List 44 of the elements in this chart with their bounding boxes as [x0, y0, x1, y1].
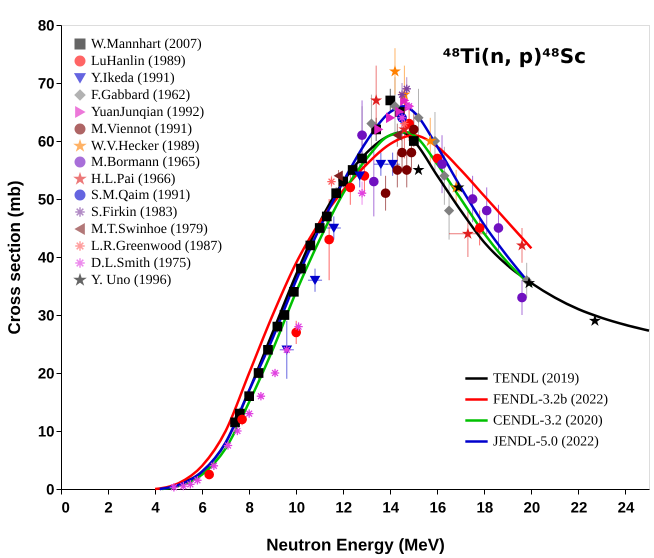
legend-label: H.L.Pai (1966) — [91, 172, 176, 187]
legend-label: S.M.Qaim (1991) — [91, 188, 190, 203]
x-tick-label: 10 — [288, 500, 306, 516]
x-tick-label: 18 — [476, 500, 494, 516]
x-tick-label: 4 — [151, 500, 160, 516]
x-tick-label: 8 — [245, 500, 254, 516]
legend-label: D.L.Smith (1975) — [91, 256, 192, 271]
x-tick-label: 12 — [335, 500, 352, 516]
x-tick-label: 6 — [198, 500, 207, 516]
legend-label: W.V.Hecker (1989) — [91, 139, 200, 154]
y-tick-label: 10 — [38, 424, 54, 440]
y-axis-title: Cross section (mb) — [4, 180, 24, 334]
legend-label: S.Firkin (1983) — [91, 205, 178, 220]
x-tick-label: 24 — [618, 500, 635, 516]
y-tick-label: 30 — [38, 308, 54, 324]
legend-label: L.R.Greenwood (1987) — [91, 239, 222, 254]
y-tick-label: 40 — [38, 250, 54, 266]
x-tick-label: 22 — [570, 500, 588, 516]
x-tick-label: 2 — [104, 500, 113, 516]
x-tick-label: 20 — [524, 500, 540, 516]
y-tick-label: 60 — [38, 134, 54, 150]
y-tick-label: 80 — [38, 18, 54, 34]
y-tick-label: 50 — [38, 192, 54, 208]
x-tick-label: 0 — [62, 500, 70, 516]
y-tick-label: 20 — [38, 366, 54, 382]
legend-label: Y.Ikeda (1991) — [91, 71, 176, 86]
legend-label: M.T.Swinhoe (1979) — [91, 222, 208, 237]
legend-label: TENDL (2019) — [493, 372, 580, 386]
legend-label: JENDL-5.0 (2022) — [493, 434, 600, 450]
x-tick-label: 16 — [429, 500, 446, 516]
legend-label: M.Viennot (1991) — [91, 122, 192, 137]
legend-label: W.Mannhart (2007) — [91, 37, 202, 52]
legend-label: LuHanlin (1989) — [91, 54, 186, 69]
y-tick-label: 0 — [46, 482, 54, 498]
x-tick-label: 14 — [382, 500, 400, 516]
legend-label: F.Gabbard (1962) — [91, 88, 191, 103]
legend-label: YuanJunqian (1992) — [91, 105, 204, 120]
y-tick-label: 70 — [38, 76, 54, 92]
legend-label: FENDL-3.2b (2022) — [493, 392, 608, 408]
x-axis-title: Neutron Energy (MeV) — [266, 536, 445, 554]
legend-label: M.Bormann (1965) — [91, 155, 200, 170]
text: ⁴⁸Ti(n, p)⁴⁸Sc — [442, 44, 586, 68]
legend-label: CENDL-3.2 (2020) — [493, 414, 603, 428]
legend-label: Y. Uno (1996) — [91, 273, 172, 288]
